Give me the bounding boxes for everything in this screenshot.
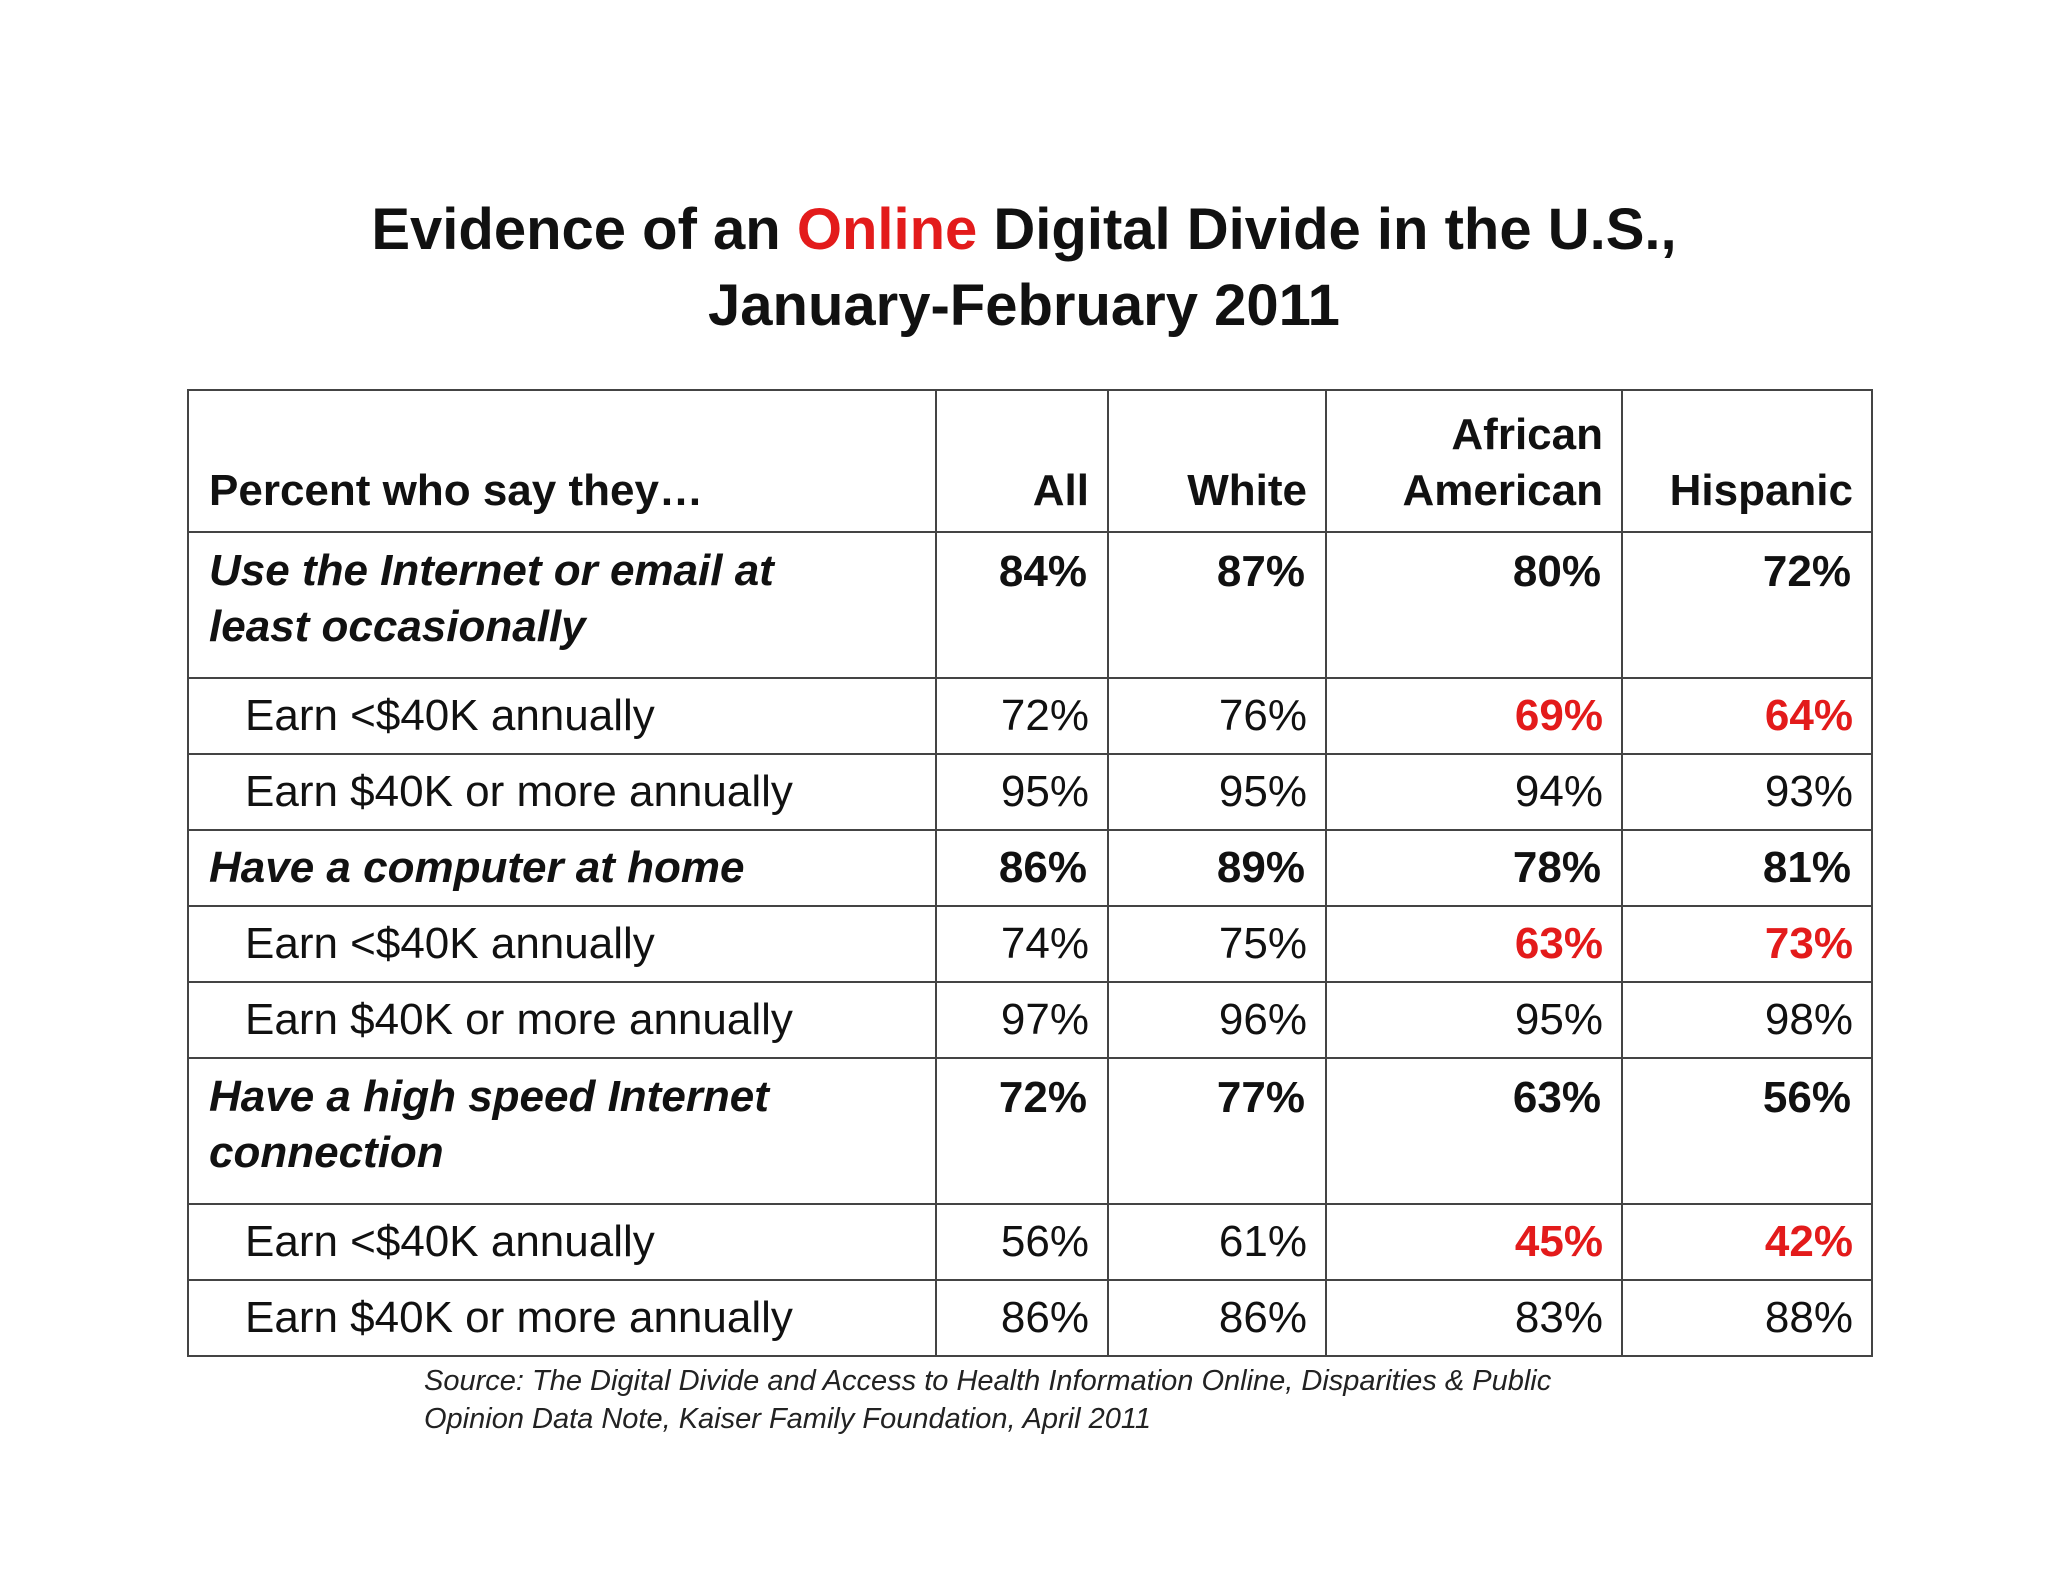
row-label: Earn <$40K annually [187,1203,937,1281]
row-label-line-1: Use the Internet or email at [209,546,774,595]
cell-hispanic: 73% [1621,905,1873,983]
section-row-internet-use: Use the Internet or email at least occasi… [187,531,1873,679]
cell-all: 95% [935,753,1109,831]
row-label: Have a computer at home [187,829,937,907]
cell-all: 72% [935,1057,1109,1205]
cell-hispanic: 81% [1621,829,1873,907]
cell-white: 96% [1107,981,1327,1059]
cell-african-american: 83% [1325,1279,1623,1357]
cell-african-american: 94% [1325,753,1623,831]
cell-hispanic: 93% [1621,753,1873,831]
sub-row-highspeed-40k-plus: Earn $40K or more annually 86% 86% 83% 8… [187,1279,1873,1357]
section-row-high-speed-internet: Have a high speed Internet connection 72%… [187,1057,1873,1205]
source-line-1: Source: The Digital Divide and Access to… [424,1365,1552,1397]
chart-title: Evidence of an Online Digital Divide in … [0,192,2048,344]
sub-row-internet-40k-plus: Earn $40K or more annually 95% 95% 94% 9… [187,753,1873,831]
cell-hispanic: 42% [1621,1203,1873,1281]
row-label: Earn $40K or more annually [187,1279,937,1357]
cell-white: 87% [1107,531,1327,679]
header-row: Percent who say they… All White African A… [187,389,1873,533]
row-label: Earn $40K or more annually [187,753,937,831]
cell-white: 75% [1107,905,1327,983]
header-all: All [935,389,1109,533]
row-label: Earn <$40K annually [187,677,937,755]
title-line-1: Evidence of an Online Digital Divide in … [0,192,2048,268]
cell-hispanic: 64% [1621,677,1873,755]
cell-white: 89% [1107,829,1327,907]
title-text-before: Evidence of an [371,197,797,262]
cell-white: 86% [1107,1279,1327,1357]
cell-white: 76% [1107,677,1327,755]
title-highlight-online: Online [796,197,978,262]
cell-african-american: 69% [1325,677,1623,755]
row-label: Have a high speed Internet connection [187,1057,937,1205]
cell-all: 84% [935,531,1109,679]
cell-african-american: 78% [1325,829,1623,907]
cell-african-american: 63% [1325,905,1623,983]
cell-african-american: 45% [1325,1203,1623,1281]
row-label-line-2: least occasionally [209,602,586,651]
title-line-2: January-February 2011 [708,273,1340,338]
cell-all: 86% [935,829,1109,907]
row-label-line-2: connection [209,1128,444,1177]
row-label: Earn <$40K annually [187,905,937,983]
digital-divide-table: Percent who say they… All White African A… [187,389,1873,1357]
cell-all: 97% [935,981,1109,1059]
cell-african-american: 95% [1325,981,1623,1059]
sub-row-computer-under-40k: Earn <$40K annually 74% 75% 63% 73% [187,905,1873,983]
cell-hispanic: 98% [1621,981,1873,1059]
cell-white: 61% [1107,1203,1327,1281]
sub-row-computer-40k-plus: Earn $40K or more annually 97% 96% 95% 9… [187,981,1873,1059]
title-text-after: Digital Divide in the U.S., [977,197,1677,262]
cell-all: 86% [935,1279,1109,1357]
cell-all: 56% [935,1203,1109,1281]
cell-african-american: 63% [1325,1057,1623,1205]
header-african-american-line-1: African [1451,410,1603,459]
section-row-computer-at-home: Have a computer at home 86% 89% 78% 81% [187,829,1873,907]
cell-hispanic: 56% [1621,1057,1873,1205]
cell-all: 74% [935,905,1109,983]
source-note: Source: The Digital Divide and Access to… [424,1362,1724,1438]
header-hispanic: Hispanic [1621,389,1873,533]
cell-white: 95% [1107,753,1327,831]
header-african-american: African American [1325,389,1623,533]
row-label: Earn $40K or more annually [187,981,937,1059]
header-african-american-line-2: American [1402,466,1603,515]
header-label: Percent who say they… [187,389,937,533]
row-label: Use the Internet or email at least occasi… [187,531,937,679]
header-white: White [1107,389,1327,533]
cell-hispanic: 72% [1621,531,1873,679]
cell-all: 72% [935,677,1109,755]
cell-white: 77% [1107,1057,1327,1205]
cell-african-american: 80% [1325,531,1623,679]
row-label-line-1: Have a high speed Internet [209,1072,769,1121]
sub-row-highspeed-under-40k: Earn <$40K annually 56% 61% 45% 42% [187,1203,1873,1281]
sub-row-internet-under-40k: Earn <$40K annually 72% 76% 69% 64% [187,677,1873,755]
cell-hispanic: 88% [1621,1279,1873,1357]
source-line-2: Opinion Data Note, Kaiser Family Foundat… [424,1403,1151,1435]
